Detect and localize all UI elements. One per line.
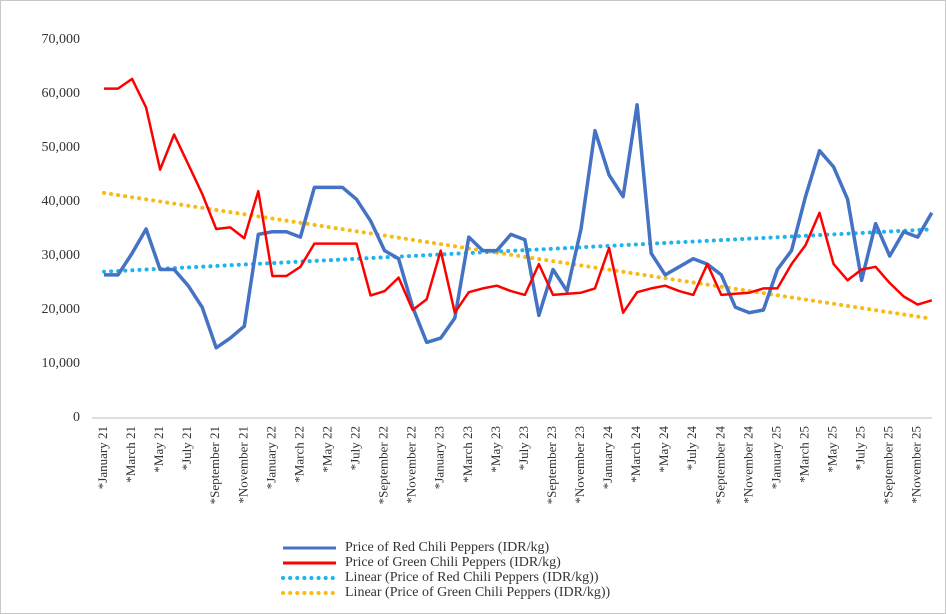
x-tick-label: *November 22 [404, 426, 419, 504]
x-tick-label: *September 23 [544, 426, 559, 504]
y-tick-label: 60,000 [42, 86, 81, 101]
x-tick-label: *March 23 [460, 426, 475, 483]
x-tick-label: *November 23 [572, 426, 587, 504]
x-tick-label: *July 25 [853, 426, 868, 470]
x-tick-label: *May 22 [319, 426, 334, 473]
x-tick-label: *March 25 [796, 426, 811, 483]
y-tick-label: 20,000 [42, 302, 81, 317]
x-tick-label: *March 21 [123, 426, 138, 483]
y-tick-label: 10,000 [42, 356, 81, 371]
x-tick-label: *May 25 [825, 426, 840, 473]
x-tick-label: *March 22 [291, 426, 306, 483]
x-tick-label: *January 23 [432, 426, 447, 489]
x-tick-label: *November 21 [235, 426, 250, 504]
y-tick-label: 70,000 [42, 32, 81, 47]
x-tick-label: *November 24 [740, 426, 755, 504]
x-tick-label: *May 24 [656, 426, 671, 473]
series-line [104, 77, 933, 314]
x-tick-label: *September 22 [376, 426, 391, 504]
legend-label: Linear (Price of Red Chili Peppers (IDR/… [345, 570, 599, 585]
x-tick-label: *July 23 [516, 426, 531, 470]
x-tick-label: *May 23 [488, 426, 503, 473]
x-tick-label: *November 25 [909, 426, 924, 504]
x-tick-label: *March 24 [628, 426, 643, 483]
y-tick-label: 40,000 [42, 194, 81, 209]
x-tick-label: *January 24 [600, 426, 615, 490]
x-tick-label: *January 22 [263, 426, 278, 489]
y-tick-label: 30,000 [42, 248, 81, 263]
x-tick-label: *January 25 [768, 426, 783, 489]
x-tick-label: *September 25 [881, 426, 896, 504]
legend-label: Price of Red Chili Peppers (IDR/kg) [345, 540, 549, 555]
trend-line [102, 190, 934, 321]
x-tick-label: *January 21 [95, 426, 110, 489]
legend-label: Price of Green Chili Peppers (IDR/kg) [345, 555, 561, 570]
x-tick-label: *September 24 [712, 426, 727, 505]
y-tick-label: 0 [73, 410, 80, 425]
x-tick-label: *July 24 [684, 426, 699, 471]
x-tick-label: *September 21 [207, 426, 222, 504]
legend-label: Linear (Price of Green Chili Peppers (ID… [345, 585, 610, 600]
x-tick-label: *July 22 [348, 426, 363, 470]
x-tick-label: *July 21 [179, 426, 194, 470]
y-tick-label: 50,000 [42, 140, 81, 155]
x-tick-label: *May 21 [151, 426, 166, 473]
series-line [104, 103, 934, 350]
